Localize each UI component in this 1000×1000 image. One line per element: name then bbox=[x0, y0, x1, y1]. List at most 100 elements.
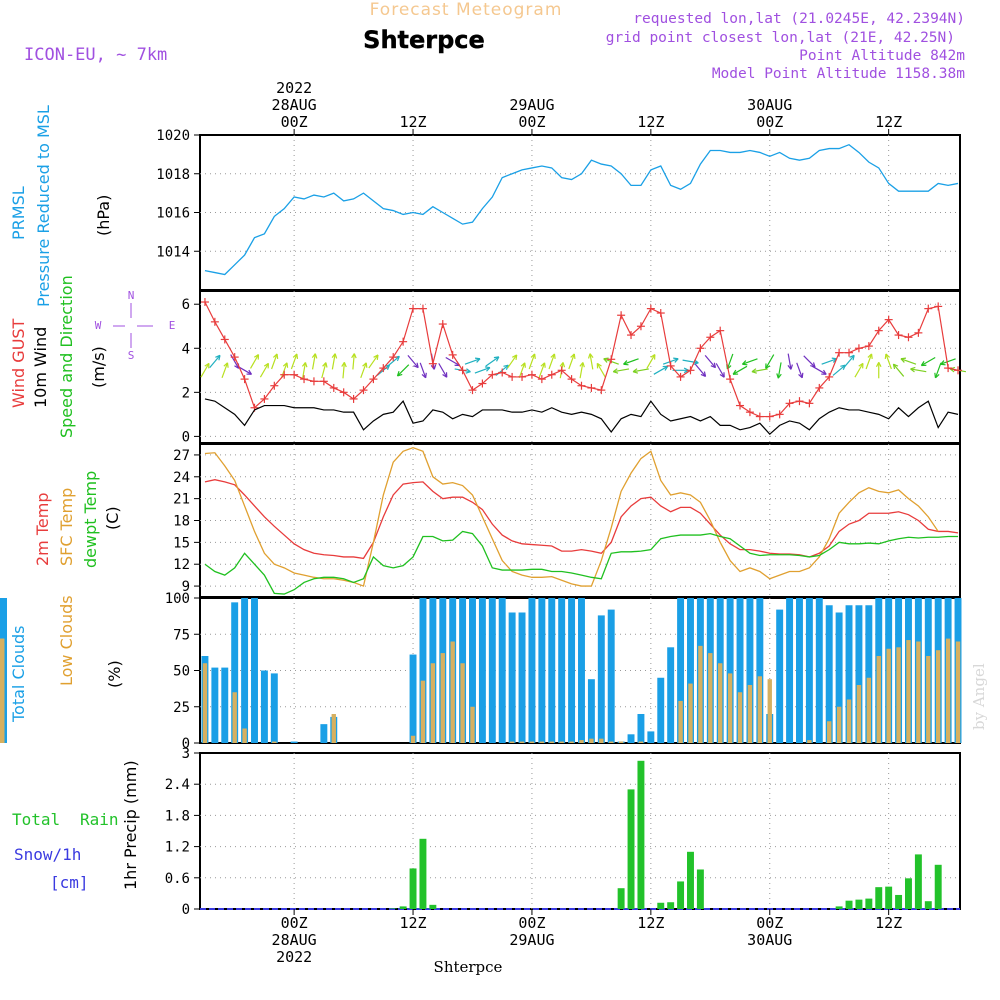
wind-direction-arrow bbox=[596, 362, 606, 378]
clouds-panel-labels: Total Clouds Low Clouds (%) bbox=[9, 595, 124, 723]
arrow-head bbox=[421, 373, 427, 379]
total-clouds-bar bbox=[211, 667, 219, 743]
time-axis-label: 12Z bbox=[637, 914, 664, 932]
wind-direction-arrow bbox=[351, 353, 357, 370]
gust-marker bbox=[547, 370, 556, 379]
compass-rose: N W E S bbox=[95, 289, 176, 362]
precip-unit-label: 1hr Precip (mm) bbox=[121, 760, 140, 890]
arrow-head bbox=[849, 354, 855, 358]
arrow-head bbox=[603, 358, 608, 363]
gust-marker bbox=[795, 397, 804, 406]
low-clouds-bar bbox=[539, 741, 545, 743]
wind10m-line bbox=[204, 398, 959, 436]
wind-direction-arrow bbox=[280, 362, 289, 379]
arrow-head bbox=[812, 362, 816, 368]
wind-direction-arrow bbox=[221, 362, 229, 379]
arrow-shaft bbox=[885, 353, 892, 370]
arrow-head bbox=[790, 364, 793, 370]
compass-w: W bbox=[95, 319, 102, 332]
arrow-head bbox=[632, 371, 639, 374]
arrow-head bbox=[465, 371, 471, 374]
gust-marker bbox=[319, 377, 328, 386]
low-clouds-bar bbox=[430, 663, 436, 743]
arrow-head bbox=[416, 362, 419, 368]
wind-panel-labels: Wind GUST 10m Wind Speed and Direction (… bbox=[9, 275, 175, 438]
arrow-head bbox=[719, 374, 725, 378]
time-axis-label: 00Z bbox=[756, 914, 783, 932]
gust-marker bbox=[428, 359, 437, 368]
wind-direction-arrow bbox=[438, 363, 448, 378]
y-tick-label: 3 bbox=[182, 746, 190, 762]
gust-marker bbox=[845, 348, 854, 357]
arrow-shaft bbox=[474, 367, 491, 374]
wind-direction-arrow bbox=[249, 354, 260, 369]
arrow-head bbox=[282, 362, 288, 367]
arrow-head bbox=[353, 353, 357, 359]
wind-direction-arrow bbox=[301, 362, 308, 379]
time-axis-label: 30AUG bbox=[747, 931, 792, 949]
arrow-shaft bbox=[221, 362, 229, 379]
wind-direction-arrow bbox=[485, 356, 500, 367]
arrow-shaft bbox=[518, 362, 526, 379]
total-rain-label: Total bbox=[12, 810, 60, 829]
y-tick-label: 1014 bbox=[156, 244, 190, 260]
arrow-head bbox=[852, 355, 855, 361]
panel-0: 1014 1016 1018 1020 bbox=[156, 128, 961, 291]
arrow-head bbox=[613, 371, 619, 374]
arrow-shaft bbox=[765, 354, 775, 369]
gust-marker bbox=[587, 383, 596, 392]
gust-marker bbox=[369, 375, 378, 384]
arrow-head bbox=[751, 368, 757, 373]
gust-marker bbox=[805, 399, 814, 408]
y-tick-label: 2 bbox=[182, 385, 190, 401]
arrow-head bbox=[543, 362, 546, 368]
low-clouds-bar bbox=[202, 663, 208, 743]
y-tick-label: 25 bbox=[173, 700, 190, 716]
precip-bar bbox=[617, 888, 625, 909]
wind-direction-arrow bbox=[200, 362, 210, 378]
low-clouds-bar bbox=[579, 740, 584, 743]
time-axis-label: 00Z bbox=[518, 914, 545, 932]
snow-unit-label: [cm] bbox=[50, 873, 89, 892]
arrow-head bbox=[272, 353, 278, 358]
arrow-shaft bbox=[589, 353, 594, 370]
arrow-head bbox=[900, 357, 906, 360]
y-tick-label: 21 bbox=[173, 492, 190, 508]
low-clouds-bar bbox=[242, 728, 247, 743]
gust-marker bbox=[220, 335, 229, 344]
wind-direction-arrow bbox=[900, 357, 917, 365]
arrow-shaft bbox=[803, 355, 816, 368]
precip-bar bbox=[924, 901, 932, 909]
wind-direction-arrow bbox=[623, 358, 639, 366]
gust-marker bbox=[230, 353, 239, 362]
arrow-head bbox=[878, 362, 882, 368]
total-clouds-bar bbox=[518, 612, 526, 743]
low-clouds-bar bbox=[757, 676, 763, 743]
arrow-head bbox=[732, 369, 737, 375]
total-clouds-bar bbox=[488, 598, 496, 743]
prmsl-label: PRMSL bbox=[9, 186, 28, 240]
precip-bar bbox=[409, 868, 417, 909]
wind-direction-arrow bbox=[832, 364, 846, 376]
gust-marker bbox=[359, 386, 368, 395]
arrow-shaft bbox=[787, 353, 792, 370]
total-clouds-bar bbox=[231, 602, 239, 743]
low-clouds-bar bbox=[678, 700, 683, 743]
panel-4: 0 0.6 1.2 1.8 2.4 3 bbox=[165, 746, 961, 918]
total-clouds-bar bbox=[756, 598, 764, 743]
low-clouds-bar bbox=[618, 741, 624, 743]
arrow-shaft bbox=[302, 362, 307, 379]
wind-direction-arrow bbox=[311, 353, 318, 370]
wind-direction-arrow bbox=[884, 353, 892, 370]
arrow-shaft bbox=[632, 368, 649, 373]
total-clouds-bar bbox=[290, 741, 298, 743]
low-clouds-bar bbox=[698, 645, 703, 743]
wind-direction-arrow bbox=[579, 362, 585, 379]
arrow-head bbox=[373, 354, 379, 358]
wind-direction-arrow bbox=[732, 365, 748, 375]
arrow-shaft bbox=[386, 355, 400, 368]
temp-unit-label: (C) bbox=[103, 506, 122, 530]
wind-direction-arrow bbox=[704, 354, 717, 369]
low-clouds-bar bbox=[727, 673, 733, 743]
